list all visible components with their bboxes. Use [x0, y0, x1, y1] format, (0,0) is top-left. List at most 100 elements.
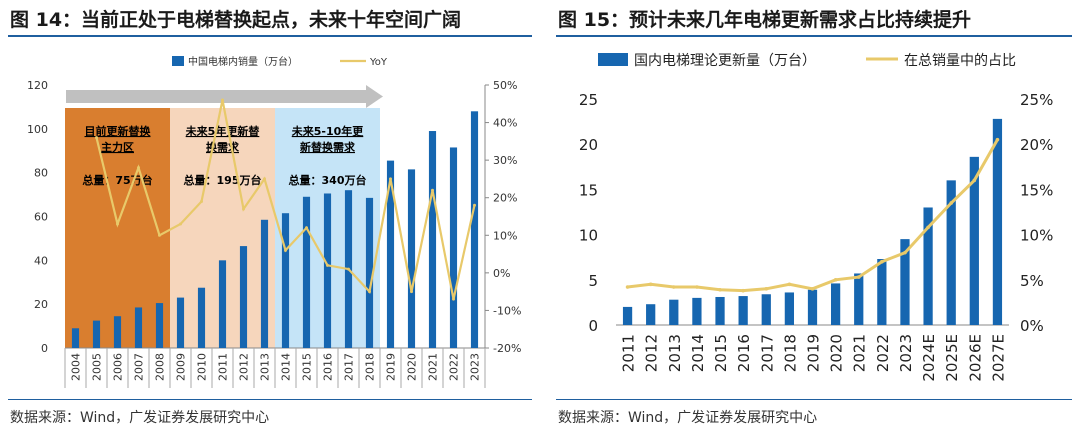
y-left-tick-label: 15	[579, 181, 598, 199]
zone-title-line: 未来5年更新替	[185, 124, 261, 138]
legend-bar-label: 中国电梯内销量（万台）	[188, 55, 298, 68]
y-left-tick-label: 0	[41, 342, 48, 355]
yoy-point	[221, 98, 224, 102]
share-point	[741, 288, 745, 293]
bar	[784, 292, 795, 325]
x-tick-label: 2004	[70, 353, 83, 381]
bar	[969, 156, 979, 325]
y-right-tick-label: 50%	[493, 79, 517, 92]
bar	[877, 259, 887, 325]
x-tick-label: 2023	[897, 334, 915, 372]
yoy-point	[473, 203, 476, 207]
y-right-tick-label: 10%	[493, 229, 517, 242]
y-right-tick-label: -10%	[493, 304, 521, 317]
legend-line-label: YoY	[369, 57, 388, 68]
y-left-tick-label: 25	[579, 91, 598, 109]
x-tick-label: 2016	[322, 353, 335, 381]
yoy-point	[158, 233, 161, 237]
zone-title-line: 目前更新替换	[85, 124, 152, 138]
share-point	[671, 285, 676, 289]
y-right-tick-label: 0%	[1020, 317, 1044, 335]
bar	[260, 219, 269, 348]
bar	[830, 283, 841, 325]
x-tick-label: 2017	[758, 334, 776, 372]
y-left-tick-label: 100	[27, 123, 48, 136]
share-point	[926, 225, 930, 230]
x-tick-label: 2009	[175, 353, 188, 381]
share-point	[995, 137, 1000, 142]
bar	[281, 213, 290, 348]
x-tick-label: 2014	[280, 353, 293, 381]
x-tick-label: 2024E	[920, 334, 938, 382]
bar	[646, 304, 656, 325]
x-tick-label: 2011	[217, 353, 230, 381]
yoy-point	[326, 263, 329, 267]
y-left-tick-label: 60	[34, 211, 48, 224]
y-right-tick-label: -20%	[493, 342, 521, 355]
yoy-point	[410, 290, 413, 294]
left-source: 数据来源：Wind，广发证券发展研究中心	[10, 410, 270, 426]
x-tick-label: 2015	[301, 353, 314, 381]
legend-line-label: 在总销量中的占比	[904, 53, 1016, 69]
bar	[622, 306, 633, 325]
x-tick-label: 2016	[735, 334, 753, 372]
y-left-tick-label: 120	[27, 79, 48, 92]
bar	[323, 193, 332, 348]
share-line	[627, 138, 999, 293]
right-bottom-rule	[556, 399, 1072, 400]
y-right-tick-label: 25%	[1020, 91, 1053, 109]
y-right-tick-label: 15%	[1020, 181, 1053, 199]
share-point	[695, 285, 699, 289]
x-tick-label: 2021	[851, 334, 869, 372]
bar	[197, 287, 206, 348]
bar	[113, 316, 122, 348]
yoy-point	[452, 297, 455, 301]
right-figure-title: 图 15：预计未来几年电梯更新需求占比持续提升	[558, 9, 972, 31]
bar	[992, 118, 1003, 325]
share-point	[648, 282, 653, 287]
bar	[365, 197, 374, 348]
x-tick-label: 2022	[448, 353, 461, 381]
left-chart: 目前更新替换主力区总量：75万台未来5年更新替换需求总量：195万台未来5-10…	[27, 55, 521, 388]
bar	[71, 328, 80, 348]
share-point	[625, 285, 630, 289]
bar	[738, 296, 748, 325]
bar	[900, 239, 910, 325]
x-tick-label: 2013	[666, 334, 684, 372]
y-right-tick-label: 40%	[493, 117, 517, 130]
bar	[92, 320, 101, 348]
yoy-point	[305, 226, 308, 230]
share-point	[972, 178, 977, 183]
zone-title-line: 新替换需求	[300, 140, 356, 154]
bar	[669, 299, 679, 325]
y-left-tick-label: 20	[34, 298, 48, 311]
bar	[428, 131, 437, 348]
share-point	[903, 250, 907, 255]
zone-title-line: 未来5-10年更	[291, 124, 365, 138]
y-right-tick-label: 30%	[493, 154, 517, 167]
x-tick-label: 2026E	[966, 334, 984, 382]
right-chart: 0 5 10 15 20 25 0% 5% 10% 15% 20% 25% 2011 2012 2013 20…	[579, 53, 1053, 382]
bar	[176, 297, 185, 348]
x-tick-label: 2018	[364, 353, 377, 381]
x-tick-label: 2008	[154, 353, 167, 381]
bar	[854, 273, 864, 325]
x-tick-label: 2022	[874, 334, 892, 372]
legend-bar-swatch	[598, 53, 628, 66]
bar	[407, 169, 416, 348]
bar	[239, 246, 248, 348]
bar	[302, 196, 311, 348]
timeline-arrow-head	[366, 85, 383, 108]
yoy-point	[179, 222, 182, 226]
bar	[923, 207, 933, 325]
yoy-point	[200, 199, 203, 203]
yoy-point	[137, 166, 140, 170]
x-tick-label: 2012	[643, 334, 661, 372]
bar	[715, 296, 725, 325]
bar	[449, 147, 458, 348]
share-point	[764, 287, 769, 291]
y-right-tick-label: 20%	[493, 192, 517, 205]
x-tick-label: 2020	[406, 353, 419, 381]
share-point	[787, 282, 792, 287]
bar	[470, 111, 479, 348]
